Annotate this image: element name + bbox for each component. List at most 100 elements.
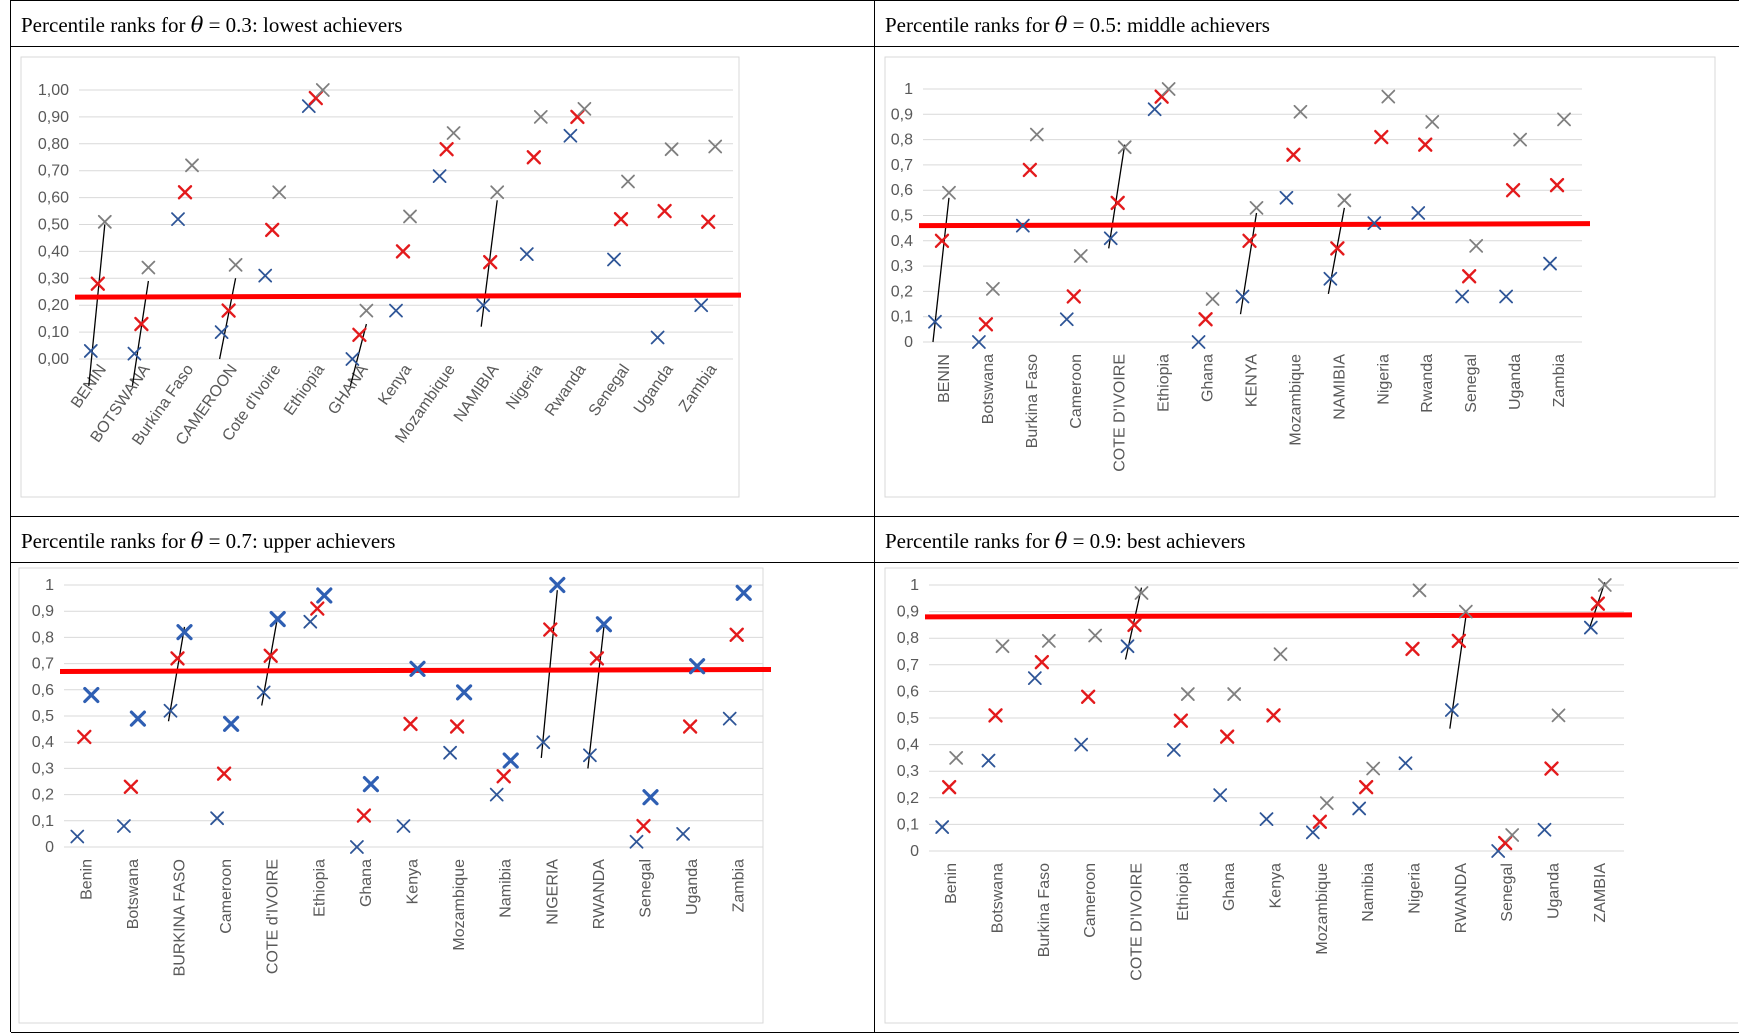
x-tick-label: NAMIBIA (1331, 354, 1348, 420)
data-point-red (1418, 137, 1433, 152)
connector-line (167, 626, 186, 722)
x-tick-label: Namibia (1360, 863, 1377, 922)
x-tick-label: Zambia (1551, 354, 1568, 407)
data-point-blue (214, 325, 229, 340)
connector-line (218, 278, 237, 360)
figure-table: Percentile ranks for θ = 0.3: lowest ach… (10, 0, 1739, 1033)
y-tick-label: 0,2 (891, 283, 913, 300)
data-point-gray (942, 185, 956, 200)
x-tick-label: ZAMBIA (1592, 863, 1609, 923)
data-point-red (589, 651, 605, 666)
data-point-gray (403, 209, 417, 224)
data-point-red (216, 766, 232, 781)
data-point-gray (1458, 604, 1473, 619)
data-point-red (1544, 761, 1559, 776)
data-point-blue (345, 352, 360, 366)
panel-4-title: Percentile ranks for θ = 0.9: best achie… (875, 517, 1739, 563)
data-point-red (90, 276, 106, 291)
x-tick-label: Mozambique (1314, 863, 1331, 955)
data-point-gray (1381, 89, 1396, 104)
panel-2-chart: 0 0,1 0,2 0,3 0,4 0,5 0,6 0,7 0,8 0,9 1 BENIN Botswa… (875, 47, 1739, 517)
data-point-red (496, 769, 511, 784)
data-point-blue (127, 346, 142, 361)
data-point-red (636, 818, 651, 834)
data-point-red (1358, 779, 1374, 795)
panel-4-chart: 0 0,1 0,2 0,3 0,4 0,5 0,6 0,7 0,8 0,9 1 Benin Botswa… (875, 563, 1739, 1033)
data-point-blue (650, 330, 665, 345)
data-point-red (1374, 129, 1389, 145)
data-point-gray (986, 281, 1000, 296)
data-point-blue-bright (316, 587, 333, 604)
y-tick-label: 0,7 (891, 157, 913, 174)
x-tick-label: COTE D'IVOIRE (1112, 354, 1129, 472)
data-point-blue (1235, 289, 1250, 304)
data-point-gray (1227, 687, 1242, 701)
y-tick-label: 0,60 (38, 190, 69, 207)
data-point-red (177, 185, 193, 200)
x-tick-label: Mozambique (451, 859, 468, 951)
theta-symbol: θ (190, 13, 204, 37)
data-point-blue-dark (349, 840, 364, 854)
data-point-gray (1425, 114, 1440, 129)
x-tick-label: Senegal (1499, 863, 1516, 922)
data-point-blue-bright (362, 776, 379, 793)
x-tick-label: Senegal (1463, 354, 1480, 413)
data-point-blue (1455, 289, 1470, 304)
data-point-gray (664, 142, 679, 157)
data-point-red (134, 316, 149, 332)
y-tick-label: 0,3 (891, 258, 913, 275)
x-tick-label: COTE D'IVOIRE (1129, 863, 1146, 981)
data-point-blue-dark (443, 745, 458, 760)
data-point-red (526, 150, 541, 165)
data-point-blue (1059, 312, 1074, 327)
data-point-blue (1147, 102, 1162, 117)
x-tick-label: Uganda (1507, 354, 1524, 410)
y-tick-label: 0,2 (32, 787, 54, 804)
data-point-blue-dark (676, 826, 690, 841)
data-point-blue (389, 303, 403, 318)
data-point-red (1066, 289, 1081, 304)
data-point-red (1198, 312, 1213, 327)
data-point-red (1451, 633, 1467, 649)
chart-area (884, 56, 1716, 498)
connector-line (1108, 144, 1126, 249)
y-tick-label: 0,00 (38, 351, 69, 368)
data-point-blue (1015, 218, 1030, 233)
data-point-gray (1366, 761, 1381, 776)
panel-1-chart: 0,00 0,10 0,20 0,30 0,40 0,50 0,60 0,70 0,80 0,90… (11, 47, 875, 517)
data-point-red (264, 222, 280, 238)
data-point-blue-dark (536, 735, 551, 750)
data-point-blue-bright (502, 752, 519, 769)
data-point-gray (359, 303, 374, 318)
data-point-blue (1191, 335, 1206, 349)
y-tick-label: 0,80 (38, 136, 69, 153)
scatter-chart-theta-0-7: 0 0,1 0,2 0,3 0,4 0,5 0,6 0,7 0,8 0,9 1 Benin Botswa… (18, 567, 772, 1024)
data-point-blue (1103, 231, 1118, 246)
x-tick-label: Ghana (1200, 354, 1217, 402)
data-point-gray (1180, 687, 1195, 701)
data-point-red (439, 141, 454, 157)
data-point-blue (1499, 289, 1513, 304)
theta-symbol: θ (1054, 13, 1068, 37)
data-point-blue-dark (396, 819, 411, 833)
data-point-red (1242, 233, 1257, 249)
data-point-blue (1444, 703, 1459, 717)
y-tick-label: 0,3 (897, 763, 919, 780)
x-tick-label: Benin (943, 863, 960, 904)
y-tick-label: 0,9 (32, 603, 54, 620)
data-point-blue (171, 212, 185, 227)
y-tick-label: 0,8 (32, 629, 54, 646)
panel-2-title: Percentile ranks for θ = 0.5: middle ach… (875, 1, 1739, 47)
x-tick-label: Uganda (684, 859, 701, 915)
y-tick-label: 0,5 (32, 708, 54, 725)
data-point-red (934, 233, 950, 249)
data-point-blue (1305, 825, 1320, 840)
y-tick-label: 0,9 (897, 604, 919, 621)
data-point-gray (1469, 238, 1484, 253)
data-point-red (1034, 654, 1050, 670)
data-point-red (729, 627, 744, 642)
data-point-blue (1279, 190, 1294, 205)
data-point-blue-bright (642, 789, 659, 806)
data-point-red (682, 719, 698, 734)
x-tick-label: Ethiopia (1175, 863, 1192, 921)
